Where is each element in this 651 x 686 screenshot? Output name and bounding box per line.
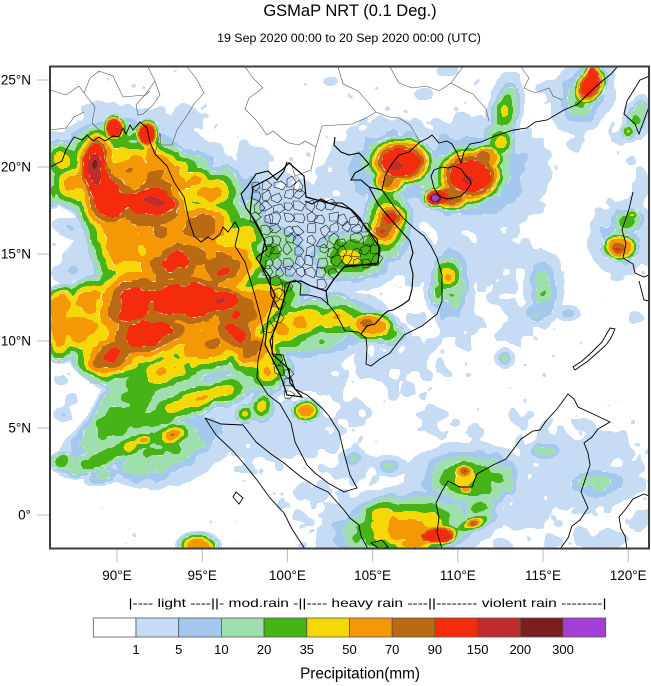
svg-text:95°E: 95°E bbox=[187, 568, 216, 583]
svg-text:110°E: 110°E bbox=[440, 568, 476, 583]
svg-text:10°N: 10°N bbox=[1, 334, 31, 349]
svg-text:90°E: 90°E bbox=[102, 568, 131, 583]
svg-text:105°E: 105°E bbox=[354, 568, 391, 583]
svg-text:100°E: 100°E bbox=[269, 568, 306, 583]
svg-text:300: 300 bbox=[552, 642, 574, 657]
svg-text:50: 50 bbox=[342, 642, 356, 657]
svg-text:15°N: 15°N bbox=[1, 247, 31, 262]
svg-text:GSMaP NRT (0.1 Deg.): GSMaP NRT (0.1 Deg.) bbox=[263, 2, 436, 20]
svg-text:19 Sep 2020 00:00 to 20 Sep 20: 19 Sep 2020 00:00 to 20 Sep 2020 00:00 (… bbox=[217, 31, 481, 45]
svg-text:5°N: 5°N bbox=[8, 421, 31, 436]
svg-text:1: 1 bbox=[132, 642, 139, 657]
svg-text:35: 35 bbox=[300, 642, 314, 657]
svg-text:20°N: 20°N bbox=[1, 160, 31, 175]
svg-text:25°N: 25°N bbox=[1, 73, 31, 88]
svg-text:0°: 0° bbox=[18, 508, 31, 523]
svg-text:Precipitation(mm): Precipitation(mm) bbox=[300, 666, 420, 683]
svg-text:90: 90 bbox=[428, 642, 442, 657]
svg-text:150: 150 bbox=[467, 642, 489, 657]
svg-text:120°E: 120°E bbox=[610, 568, 647, 583]
svg-text:20: 20 bbox=[257, 642, 271, 657]
svg-text:70: 70 bbox=[385, 642, 399, 657]
svg-text:5: 5 bbox=[175, 642, 182, 657]
svg-text:10: 10 bbox=[214, 642, 228, 657]
svg-text:115°E: 115°E bbox=[525, 568, 561, 583]
svg-text:200: 200 bbox=[509, 642, 531, 657]
svg-text:|---- light ----||- mod.rain -: |---- light ----||- mod.rain -||---- hea… bbox=[129, 596, 607, 610]
